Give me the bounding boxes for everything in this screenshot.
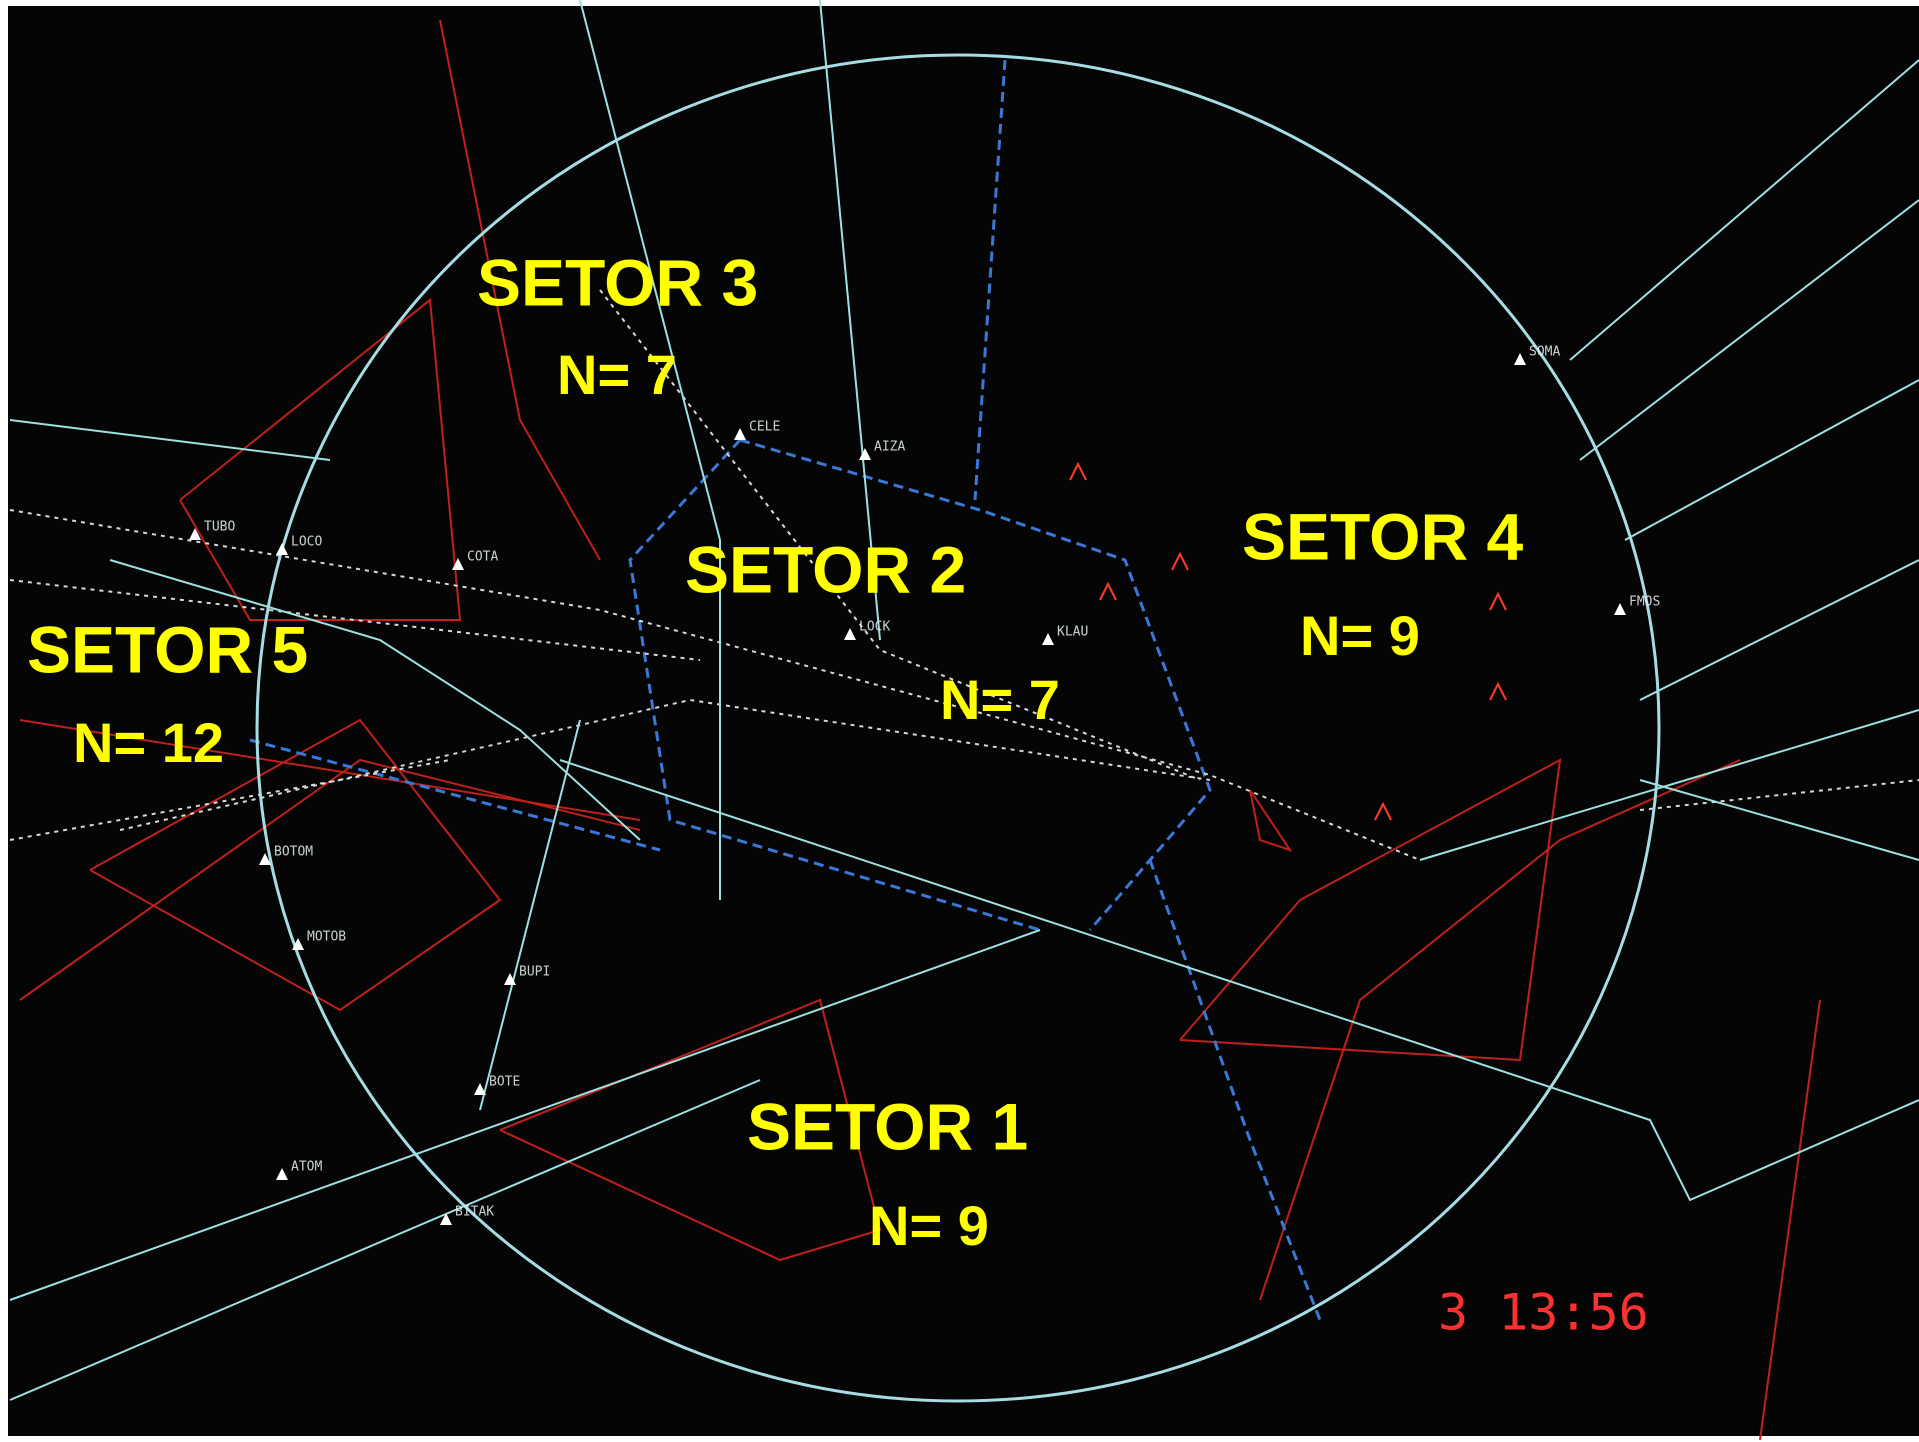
waypoint-label: BOTOM — [274, 845, 313, 860]
waypoint-label: COTA — [467, 550, 498, 565]
waypoint-marker — [474, 1083, 486, 1095]
waypoint-label: LOCK — [859, 620, 890, 635]
waypoint-label: BITAK — [455, 1205, 494, 1220]
waypoint-label: FMOS — [1629, 595, 1660, 610]
waypoint-label: TUBO — [204, 520, 235, 535]
sector-count: N= 12 — [73, 711, 224, 774]
waypoint-label: ATOM — [291, 1160, 322, 1175]
waypoint-marker — [1514, 353, 1526, 365]
waypoint-label: BUPI — [519, 965, 550, 980]
sector-count: N= 9 — [869, 1194, 989, 1257]
timestamp: 3 13:56 — [1438, 1284, 1649, 1342]
waypoint-layer: CELE AIZA LOCK KLAU COTA LOCO TUBO BOTOM MOTOB BU… — [189, 345, 1660, 1225]
waypoint-label: CELE — [749, 420, 780, 435]
waypoint-label: AIZA — [874, 440, 905, 455]
waypoint-marker — [276, 543, 288, 555]
sector-name: SETOR 4 — [1242, 499, 1524, 573]
sector-count: N= 7 — [557, 343, 677, 406]
sector-count: N= 7 — [940, 668, 1060, 731]
waypoint-marker — [440, 1213, 452, 1225]
sector-name: SETOR 2 — [685, 532, 966, 606]
waypoint-label: MOTOB — [307, 930, 346, 945]
waypoint-marker — [859, 448, 871, 460]
waypoint-label: KLAU — [1057, 625, 1088, 640]
sector-name: SETOR 5 — [27, 612, 308, 686]
sector-name: SETOR 1 — [747, 1089, 1028, 1163]
waypoint-marker — [259, 853, 271, 865]
sector-count: N= 9 — [1300, 604, 1420, 667]
map-lines — [9, 0, 1919, 1441]
waypoint-label: SOMA — [1529, 345, 1560, 360]
waypoint-marker — [1614, 603, 1626, 615]
waypoint-marker — [276, 1168, 288, 1180]
waypoint-label: LOCO — [291, 535, 322, 550]
sector-labels: SETOR 3 N= 7 SETOR 2 N= 7 SETOR 4 N= 9 SETOR 5… — [27, 245, 1524, 1256]
waypoint-marker — [452, 558, 464, 570]
waypoint-marker — [844, 628, 856, 640]
waypoint-marker — [1042, 633, 1054, 645]
waypoint-label: BOTE — [489, 1075, 520, 1090]
waypoint-marker — [292, 938, 304, 950]
sector-name: SETOR 3 — [477, 245, 758, 319]
waypoint-marker — [504, 973, 516, 985]
waypoint-marker — [734, 428, 746, 440]
waypoint-marker — [189, 528, 201, 540]
screen-background — [8, 6, 1919, 1436]
